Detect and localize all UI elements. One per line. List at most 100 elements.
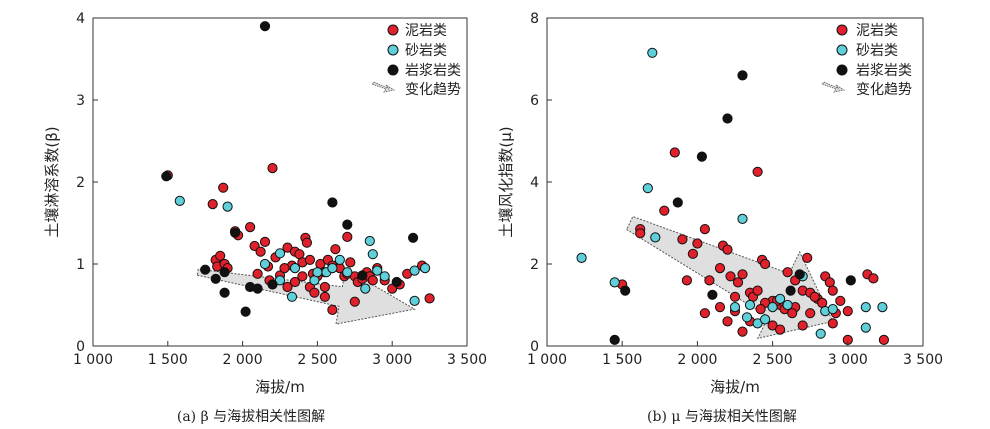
x-tick-label: 2 000	[677, 352, 717, 368]
legend-mudstone-label: 泥岩类	[405, 23, 447, 39]
legend-mudstone-marker	[387, 24, 399, 36]
point-mudstone	[309, 287, 320, 298]
point-mudstone	[752, 285, 763, 296]
point-mudstone	[259, 236, 271, 247]
point-sandstone	[367, 249, 378, 260]
x-tick-label: 1 500	[602, 352, 642, 368]
legend-mudstone-label: 泥岩类	[856, 23, 898, 39]
point-mudstone	[301, 237, 312, 248]
point-mudstone	[782, 267, 793, 278]
point-magmatic	[219, 287, 230, 298]
point-sandstone	[642, 183, 653, 194]
point-mudstone	[245, 222, 256, 233]
point-magmatic	[785, 285, 796, 296]
point-sandstone	[312, 267, 323, 278]
point-mudstone	[737, 326, 748, 337]
point-mudstone	[297, 271, 308, 282]
point-mudstone	[349, 296, 360, 307]
legend-magmatic-label: 岩浆岩类	[405, 63, 461, 79]
point-magmatic	[161, 171, 172, 182]
point-mudstone	[669, 147, 680, 158]
point-mudstone	[255, 246, 266, 257]
point-sandstone	[760, 314, 771, 325]
point-mudstone	[835, 295, 846, 306]
point-mudstone	[802, 252, 813, 263]
panel-a-ticks: 1 000 1 500 2 000 2 500 3 000 3 500 0 1 2 3 4	[73, 11, 487, 368]
point-mudstone	[304, 254, 315, 265]
y-tick-label: 4	[76, 11, 85, 27]
point-magmatic	[737, 70, 748, 81]
y-tick-label: 4	[530, 175, 539, 191]
point-sandstone	[174, 195, 185, 206]
point-mudstone	[699, 308, 711, 319]
point-sandstone	[775, 293, 786, 304]
point-mudstone	[775, 324, 786, 335]
y-tick-label: 8	[530, 11, 539, 27]
point-mudstone	[704, 275, 715, 286]
point-sandstone	[609, 277, 620, 288]
point-magmatic	[391, 276, 402, 288]
point-mudstone	[827, 285, 838, 296]
point-mudstone	[809, 291, 820, 302]
point-sandstone	[409, 295, 420, 306]
point-sandstone	[420, 263, 431, 274]
point-sandstone	[860, 322, 871, 333]
y-tick-label: 2	[76, 175, 85, 191]
point-mudstone	[714, 302, 726, 313]
legend-magmatic-label: 岩浆岩类	[856, 63, 912, 79]
panel-a-data-points	[161, 21, 435, 317]
point-sandstone	[782, 299, 793, 311]
point-mudstone	[878, 334, 890, 345]
point-mudstone	[732, 277, 744, 288]
point-magmatic	[794, 269, 805, 280]
y-tick-label: 3	[76, 93, 85, 109]
point-mudstone	[677, 234, 688, 245]
point-mudstone	[842, 306, 853, 317]
panel-b-ticks: 1 000 1 500 2 000 2 500 3 000 3 500 0 2 4 6 8	[527, 11, 943, 368]
panel-b-x-axis-title: 海拔/m	[710, 378, 760, 396]
point-magmatic	[230, 227, 241, 238]
point-magmatic	[267, 279, 278, 290]
point-sandstone	[737, 213, 748, 224]
point-magmatic	[219, 267, 230, 278]
point-mudstone	[319, 291, 330, 302]
point-magmatic	[327, 197, 338, 208]
y-tick-label: 1	[76, 257, 85, 273]
panel-a-y-axis-title: 土壤淋溶系数(β)	[43, 126, 61, 237]
y-tick-label: 0	[76, 339, 85, 355]
legend-trend-arrow-icon	[371, 81, 396, 93]
point-mudstone	[424, 293, 435, 304]
point-mudstone	[722, 316, 733, 327]
x-tick-label: 1 000	[527, 352, 567, 368]
point-magmatic	[357, 270, 368, 281]
point-magmatic	[342, 219, 353, 230]
point-mudstone	[787, 308, 798, 319]
point-sandstone	[360, 283, 371, 294]
point-mudstone	[760, 258, 771, 270]
point-sandstone	[815, 328, 826, 339]
point-mudstone	[342, 231, 353, 242]
point-mudstone	[827, 318, 838, 329]
point-sandstone	[364, 235, 375, 247]
point-mudstone	[692, 238, 703, 249]
legend-sandstone-label: 砂岩类	[856, 43, 898, 59]
x-tick-label: 3 500	[447, 352, 487, 368]
panel-a-legend: 泥岩类 砂岩类 岩浆岩类 变化趋势	[371, 23, 461, 98]
panel-b-data-points	[576, 47, 890, 345]
point-magmatic	[672, 197, 683, 208]
point-mudstone	[797, 320, 808, 331]
point-magmatic	[259, 21, 271, 32]
panel-b-legend: 泥岩类 砂岩类 岩浆岩类 变化趋势	[821, 23, 912, 98]
point-sandstone	[289, 263, 301, 274]
point-magmatic	[722, 113, 733, 124]
legend-magmatic-marker	[836, 64, 848, 76]
point-mudstone	[319, 281, 330, 293]
point-mudstone	[805, 308, 816, 319]
x-tick-label: 2 500	[297, 352, 337, 368]
point-mudstone	[289, 276, 301, 288]
y-tick-label: 0	[530, 339, 539, 355]
point-mudstone	[218, 182, 229, 193]
x-tick-label: 2 500	[753, 352, 793, 368]
point-mudstone	[687, 248, 699, 259]
x-tick-label: 2 000	[223, 352, 263, 368]
